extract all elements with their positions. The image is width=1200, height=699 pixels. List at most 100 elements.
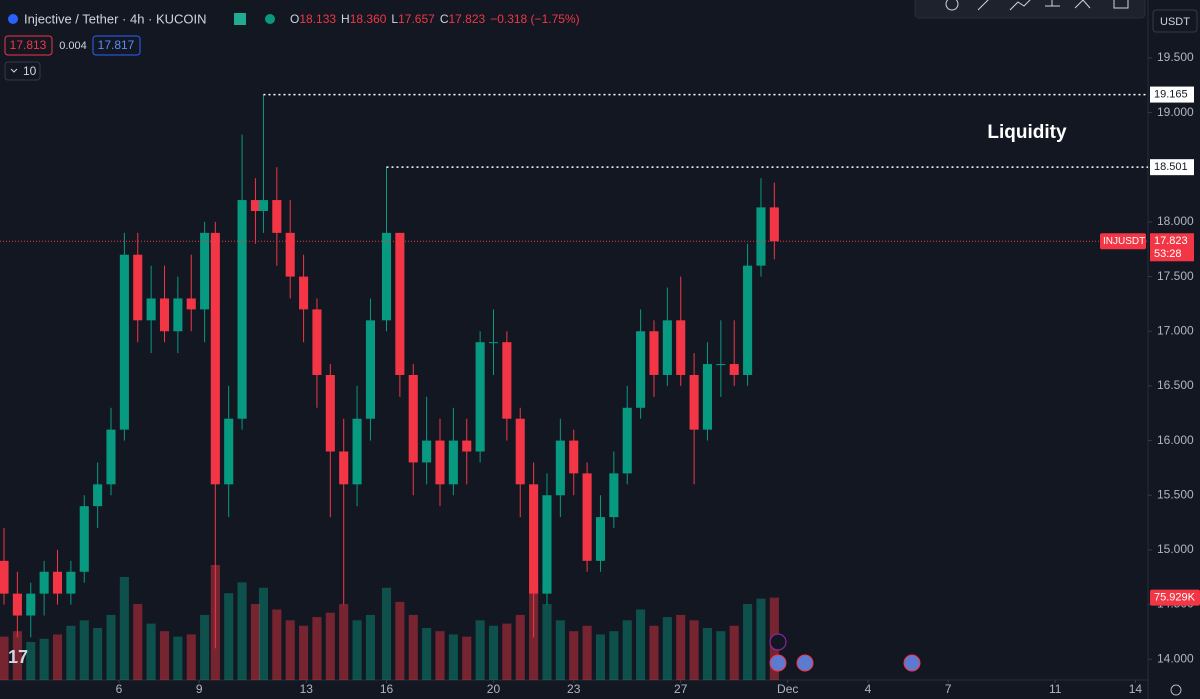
chevron	[10, 68, 18, 73]
volume-bar	[39, 638, 49, 680]
event-icon[interactable]	[769, 654, 787, 672]
candle-body	[555, 440, 565, 496]
candle-body	[173, 298, 183, 332]
spread: 0.004	[59, 40, 87, 52]
bid-box[interactable]	[4, 35, 53, 56]
candle-body	[475, 342, 485, 452]
y-tick-label: 14.000	[1157, 651, 1194, 665]
price-label-box	[1150, 233, 1194, 262]
volume-bar	[676, 614, 686, 680]
level-label-box	[1150, 86, 1194, 103]
tool-icon[interactable]	[977, 0, 990, 11]
candle-body	[258, 200, 269, 211]
candle-body	[250, 200, 260, 211]
candle-body	[285, 232, 295, 277]
x-tick-label: 9	[196, 682, 203, 696]
volume-bar	[662, 617, 672, 680]
market-badge	[234, 13, 246, 25]
symbol-icon	[8, 14, 18, 24]
volume-bar	[159, 631, 170, 680]
candle-body	[52, 571, 63, 594]
y-tick-label: 15.500	[1157, 487, 1194, 501]
tool-icon[interactable]	[945, 0, 959, 11]
volume-bar	[395, 601, 405, 680]
volume-bar	[689, 620, 699, 680]
volume-bar	[250, 604, 260, 680]
volume-bar	[146, 623, 156, 680]
candle-body	[79, 506, 89, 572]
volume-bar	[312, 617, 322, 680]
candle-body	[299, 276, 309, 310]
candle-body	[106, 429, 116, 485]
volume-bar	[299, 625, 309, 680]
symbol-label: INJUSDT	[1103, 236, 1145, 247]
candle-body	[636, 331, 646, 408]
tool-icon[interactable]	[1009, 0, 1032, 11]
y-tick-label: 15.000	[1157, 542, 1194, 556]
settings-icon[interactable]	[1170, 684, 1182, 696]
candle-body	[515, 418, 525, 485]
candle-body	[649, 331, 659, 375]
indicator-box[interactable]	[4, 61, 41, 81]
candle-body	[133, 254, 143, 321]
tool-icon[interactable]	[1045, 0, 1060, 7]
candle-body	[743, 265, 753, 375]
volume-bar	[79, 620, 89, 680]
candle-body	[676, 320, 686, 375]
symbol-title: Injective / Tether · 4h · KUCOIN	[24, 11, 207, 26]
y-tick-label: 19.500	[1157, 50, 1194, 64]
candle-body	[756, 207, 766, 266]
y-tick-label: 16.000	[1157, 433, 1194, 447]
candle-body	[93, 484, 103, 507]
candle-body	[272, 200, 282, 233]
volume-bar	[555, 620, 565, 680]
symbol-label-box	[1100, 233, 1146, 250]
ohlc: O18.133 H18.360 L17.657 C17.823 −0.318 (−1.7…	[290, 12, 580, 26]
x-tick-label: 27	[674, 682, 688, 696]
event-icon[interactable]	[903, 654, 921, 672]
candle-body	[448, 440, 458, 485]
candle-body	[224, 418, 234, 485]
volume-bar	[582, 625, 592, 680]
volume-bar	[729, 625, 739, 680]
volume-bar	[258, 587, 269, 680]
price-label: 17.823	[1154, 235, 1188, 247]
volume-bar	[186, 634, 196, 680]
tool-icon[interactable]	[1113, 0, 1129, 9]
candle-body	[395, 232, 405, 375]
ask-box[interactable]	[92, 35, 141, 56]
volume-bar	[636, 609, 646, 680]
status-dot	[265, 14, 275, 24]
volume-bar	[756, 598, 766, 680]
logo: 17	[8, 647, 28, 667]
candle-body	[569, 440, 579, 474]
level-label: 18.501	[1154, 161, 1188, 173]
volume-bar	[133, 604, 143, 680]
candle-body	[186, 298, 196, 310]
volume-bar	[381, 587, 392, 680]
y-tick-label: 19.000	[1157, 105, 1194, 119]
volume-bar	[325, 612, 335, 680]
volume-label: 75.929K	[1154, 592, 1196, 604]
candle-body	[381, 232, 392, 321]
volume-bar	[448, 634, 458, 680]
candle-body	[200, 232, 210, 310]
volume-bar	[488, 625, 499, 680]
volume-bar	[200, 614, 210, 680]
x-tick-label: 11	[1049, 682, 1062, 696]
candle-body	[26, 593, 36, 616]
x-tick-label: 14	[1129, 682, 1143, 696]
y-tick-label: 17.000	[1157, 323, 1194, 337]
volume-bar	[609, 631, 619, 680]
tool-icon[interactable]	[1074, 0, 1091, 9]
event-icon[interactable]	[769, 633, 787, 651]
candle-body	[502, 342, 512, 419]
currency-box[interactable]	[1152, 9, 1198, 33]
candle-body	[769, 207, 779, 242]
event-icon[interactable]	[796, 654, 814, 672]
candle-body	[462, 440, 472, 452]
x-tick-label: 23	[567, 682, 581, 696]
x-tick-label: 7	[945, 682, 952, 696]
